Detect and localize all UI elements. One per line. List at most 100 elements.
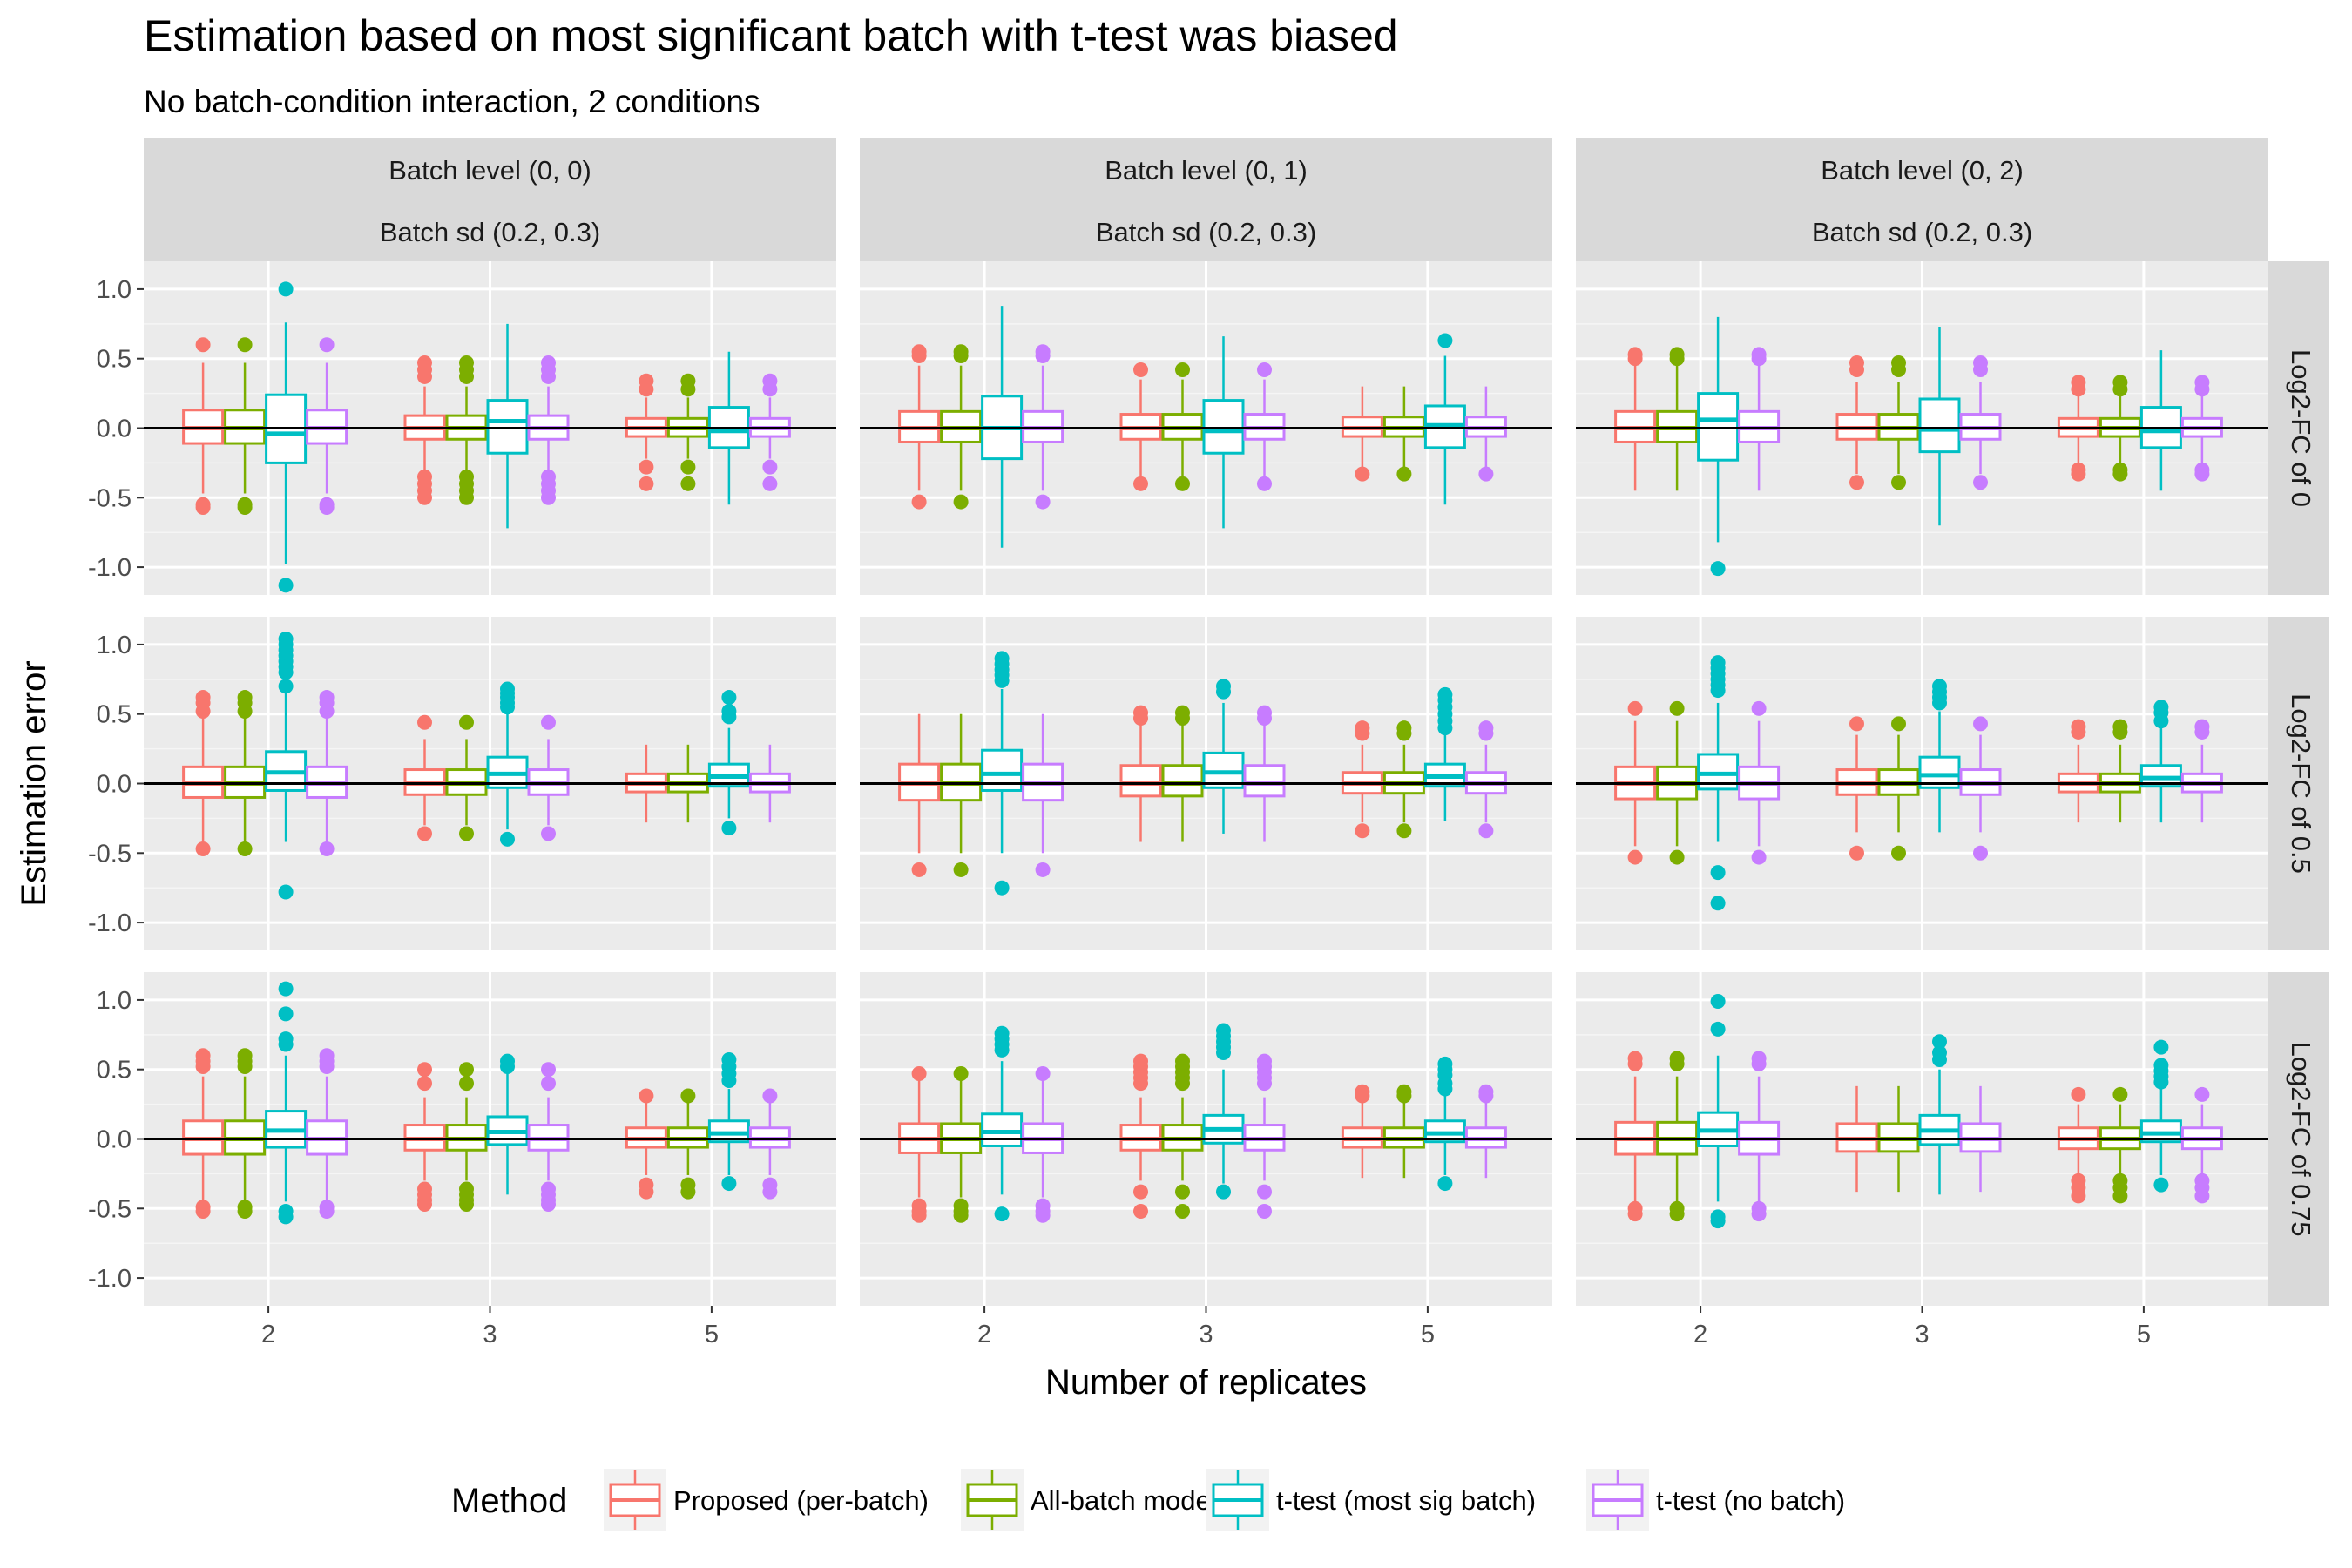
box-outlier-point xyxy=(541,1062,556,1078)
box-outlier-point xyxy=(2112,382,2128,397)
box-outlier-point xyxy=(1175,362,1190,377)
box-outlier-point xyxy=(417,1076,432,1092)
box-outlier-point xyxy=(237,337,253,353)
box-outlier-point xyxy=(1710,1021,1726,1037)
box-outlier-point xyxy=(1627,1056,1643,1071)
y-tick-label: 1.0 xyxy=(97,276,132,304)
box-outlier-point xyxy=(319,704,335,720)
y-tick-label: 0.5 xyxy=(97,701,132,729)
box-outlier-point xyxy=(2153,1039,2169,1055)
box-outlier-point xyxy=(1437,1176,1453,1192)
box-outlier-point xyxy=(639,1184,654,1200)
y-tick-label: 0.5 xyxy=(97,1057,132,1085)
box-outlier-point xyxy=(1891,716,1906,732)
box-outlier-point xyxy=(1257,1203,1272,1219)
x-tick-label: 2 xyxy=(977,1321,991,1348)
box-outlier-point xyxy=(459,826,474,841)
box-outlier-point xyxy=(2112,466,2128,482)
box-outlier-point xyxy=(1437,720,1453,736)
box-outlier-point xyxy=(237,1059,253,1075)
box-outlier-point xyxy=(195,841,211,857)
box-outlier-point xyxy=(639,459,654,475)
box-outlier-point xyxy=(1849,362,1864,377)
y-tick-label: 0.5 xyxy=(97,346,132,374)
box-body xyxy=(1202,399,1245,455)
box-outlier-point xyxy=(237,1203,253,1219)
x-tick-label: 5 xyxy=(705,1321,719,1348)
box-outlier-point xyxy=(2194,724,2210,740)
facet-strip-sd-label: Batch sd (0.2, 0.3) xyxy=(1096,217,1316,247)
box-body xyxy=(486,399,529,455)
box-outlier-point xyxy=(2112,1086,2128,1102)
box-outlier-point xyxy=(1669,1206,1685,1222)
box-outlier-point xyxy=(2071,382,2086,397)
box-outlier-point xyxy=(1355,1088,1370,1104)
box-body xyxy=(1697,392,1740,462)
y-tick-label: -0.5 xyxy=(88,1195,132,1223)
y-tick-label: -1.0 xyxy=(88,554,132,582)
box-outlier-point xyxy=(1175,1203,1190,1219)
box-outlier-point xyxy=(1175,1076,1190,1092)
box-outlier-point xyxy=(953,1065,969,1081)
box-outlier-point xyxy=(911,862,927,877)
box-outlier-point xyxy=(195,337,211,353)
box-outlier-point xyxy=(278,1037,294,1052)
box-outlier-point xyxy=(1751,1056,1767,1071)
box-outlier-point xyxy=(1669,351,1685,367)
facet-strip-level-label: Batch level (0, 0) xyxy=(389,155,591,186)
facet-strip-column xyxy=(144,138,836,261)
box-outlier-point xyxy=(278,281,294,297)
x-axis-title: Number of replicates xyxy=(1045,1363,1367,1402)
box-outlier-point xyxy=(1891,362,1906,377)
box-outlier-point xyxy=(459,1062,474,1078)
box-outlier-point xyxy=(2194,1188,2210,1204)
box-outlier-point xyxy=(237,499,253,515)
box-outlier-point xyxy=(1257,1184,1272,1200)
box-outlier-point xyxy=(994,1206,1010,1222)
box-outlier-point xyxy=(721,690,737,706)
box-outlier-point xyxy=(1669,700,1685,716)
facet-strip-row-label: Log2-FC of 0 xyxy=(2286,349,2316,507)
facet-strip-column xyxy=(860,138,1552,261)
x-tick-label: 2 xyxy=(1693,1321,1707,1348)
y-tick-label: 0.0 xyxy=(97,416,132,443)
box-outlier-point xyxy=(2194,1086,2210,1102)
box-outlier-point xyxy=(1478,823,1494,839)
box-outlier-point xyxy=(680,476,696,491)
y-tick-label: 1.0 xyxy=(97,987,132,1015)
facet-strip-column xyxy=(1576,138,2268,261)
legend-title: Method xyxy=(451,1482,567,1520)
box-outlier-point xyxy=(2153,713,2169,729)
box-outlier-point xyxy=(1891,475,1906,490)
box-outlier-point xyxy=(639,382,654,397)
box-outlier-point xyxy=(1932,695,1947,711)
box-outlier-point xyxy=(195,1203,211,1219)
legend-item-label: Proposed (per-batch) xyxy=(673,1485,929,1516)
box-outlier-point xyxy=(1035,1065,1051,1081)
box-outlier-point xyxy=(278,1006,294,1022)
box-outlier-point xyxy=(639,1088,654,1104)
x-tick-label: 5 xyxy=(1421,1321,1435,1348)
box-outlier-point xyxy=(2071,1188,2086,1204)
box-outlier-point xyxy=(1669,1056,1685,1071)
box-outlier-point xyxy=(1035,494,1051,510)
box-outlier-point xyxy=(319,337,335,353)
box-outlier-point xyxy=(994,880,1010,896)
box-outlier-point xyxy=(195,499,211,515)
x-tick-label: 3 xyxy=(1915,1321,1929,1348)
y-tick-label: -0.5 xyxy=(88,840,132,868)
box-outlier-point xyxy=(1627,351,1643,367)
box-outlier-point xyxy=(278,679,294,694)
box-outlier-point xyxy=(319,499,335,515)
box-outlier-point xyxy=(1710,865,1726,881)
box-outlier-point xyxy=(417,368,432,384)
box-outlier-point xyxy=(541,1197,556,1213)
box-outlier-point xyxy=(762,459,778,475)
facet-strip-level-label: Batch level (0, 2) xyxy=(1821,155,2024,186)
box-outlier-point xyxy=(1973,716,1988,732)
box-outlier-point xyxy=(1932,1034,1947,1050)
box-outlier-point xyxy=(994,1042,1010,1058)
box-outlier-point xyxy=(2071,1086,2086,1102)
box-outlier-point xyxy=(1216,1184,1231,1200)
box-body xyxy=(1918,397,1961,454)
